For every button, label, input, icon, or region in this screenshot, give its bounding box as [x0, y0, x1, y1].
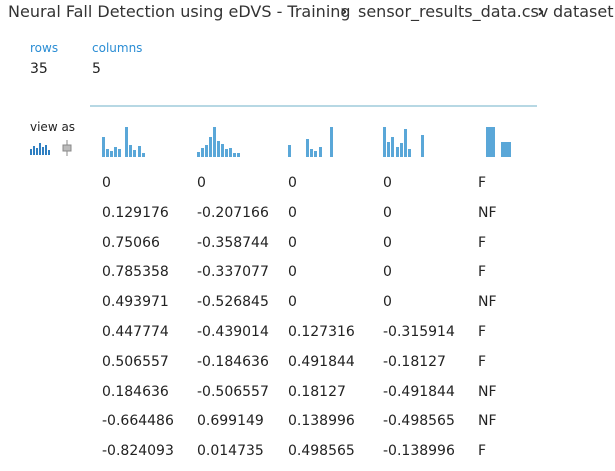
- table-cell: 0.014735: [197, 443, 264, 460]
- table-cell: F: [478, 324, 487, 340]
- table-cell: F: [478, 175, 487, 191]
- table-cell: F: [478, 264, 487, 281]
- table-cell: 0.493971: [102, 294, 169, 311]
- table-cell: 0: [197, 175, 206, 191]
- breadcrumb-item: dataset: [553, 2, 614, 21]
- column-histogram: [288, 127, 333, 157]
- table-cell: -0.664486: [102, 413, 174, 430]
- stat-value: 35: [30, 61, 48, 77]
- table-cell: 0.129176: [102, 204, 169, 221]
- table-cell: -0.498565: [383, 413, 455, 430]
- table-cell: -0.138996: [383, 443, 455, 460]
- table-cell: -0.18127: [383, 353, 446, 370]
- histogram-view-icon[interactable]: [30, 143, 50, 155]
- table-cell: NF: [478, 413, 497, 430]
- table-cell: NF: [478, 204, 497, 221]
- table-cell: 0: [288, 294, 297, 311]
- table-cell: NF: [478, 294, 497, 311]
- table-cell: 0.18127: [288, 383, 346, 400]
- table-cell: 0: [383, 234, 392, 251]
- boxplot-view-icon[interactable]: [62, 140, 72, 156]
- column-histogram: [486, 127, 511, 157]
- table-cell: -0.506557: [197, 383, 269, 400]
- table-cell: 0.138996: [288, 413, 355, 430]
- table-cell: -0.337077: [197, 264, 269, 281]
- table-cell: 0.184636: [102, 383, 169, 400]
- stat-label: columns: [92, 41, 143, 55]
- table-cell: -0.526845: [197, 294, 269, 311]
- table-cell: 0: [288, 204, 297, 221]
- table-cell: 0.506557: [102, 353, 169, 370]
- column-histogram: [197, 127, 240, 157]
- table-cell: -0.824093: [102, 443, 174, 460]
- table-cell: NF: [478, 383, 497, 400]
- table-cell: -0.184636: [197, 353, 269, 370]
- table-cell: -0.207166: [197, 204, 269, 221]
- table-cell: 0.127316: [288, 324, 355, 340]
- table-cell: 0: [383, 294, 392, 311]
- table-cell: 0.498565: [288, 443, 355, 460]
- breadcrumb-separator: ›: [340, 1, 348, 22]
- table-cell: 0: [288, 234, 297, 251]
- table-cell: 0.785358: [102, 264, 169, 281]
- table-cell: 0: [102, 175, 111, 191]
- table-cell: -0.439014: [197, 324, 269, 340]
- table-cell: 0.75066: [102, 234, 160, 251]
- breadcrumb-item[interactable]: sensor_results_data.csv: [358, 2, 549, 21]
- table-cell: 0: [288, 175, 297, 191]
- view-as-label: view as: [30, 120, 76, 134]
- table-cell: F: [478, 353, 487, 370]
- table-cell: 0: [383, 204, 392, 221]
- breadcrumb-separator: ›: [537, 1, 545, 22]
- table-cell: 0.699149: [197, 413, 264, 430]
- table-cell: F: [478, 443, 487, 460]
- stat-label: rows: [30, 41, 59, 55]
- table-cell: 0: [383, 264, 392, 281]
- table-cell: 0: [383, 175, 392, 191]
- table-cell: -0.358744: [197, 234, 269, 251]
- table-cell: -0.491844: [383, 383, 455, 400]
- breadcrumb-item[interactable]: Neural Fall Detection using eDVS - Train…: [8, 2, 351, 21]
- table-cell: 0.447774: [102, 324, 169, 340]
- table-cell: F: [478, 234, 487, 251]
- table-cell: 0.491844: [288, 353, 355, 370]
- table-cell: -0.315914: [383, 324, 455, 340]
- table-cell: 0: [288, 264, 297, 281]
- column-histogram: [102, 127, 145, 157]
- stat-value: 5: [92, 61, 101, 77]
- column-histogram: [383, 127, 424, 157]
